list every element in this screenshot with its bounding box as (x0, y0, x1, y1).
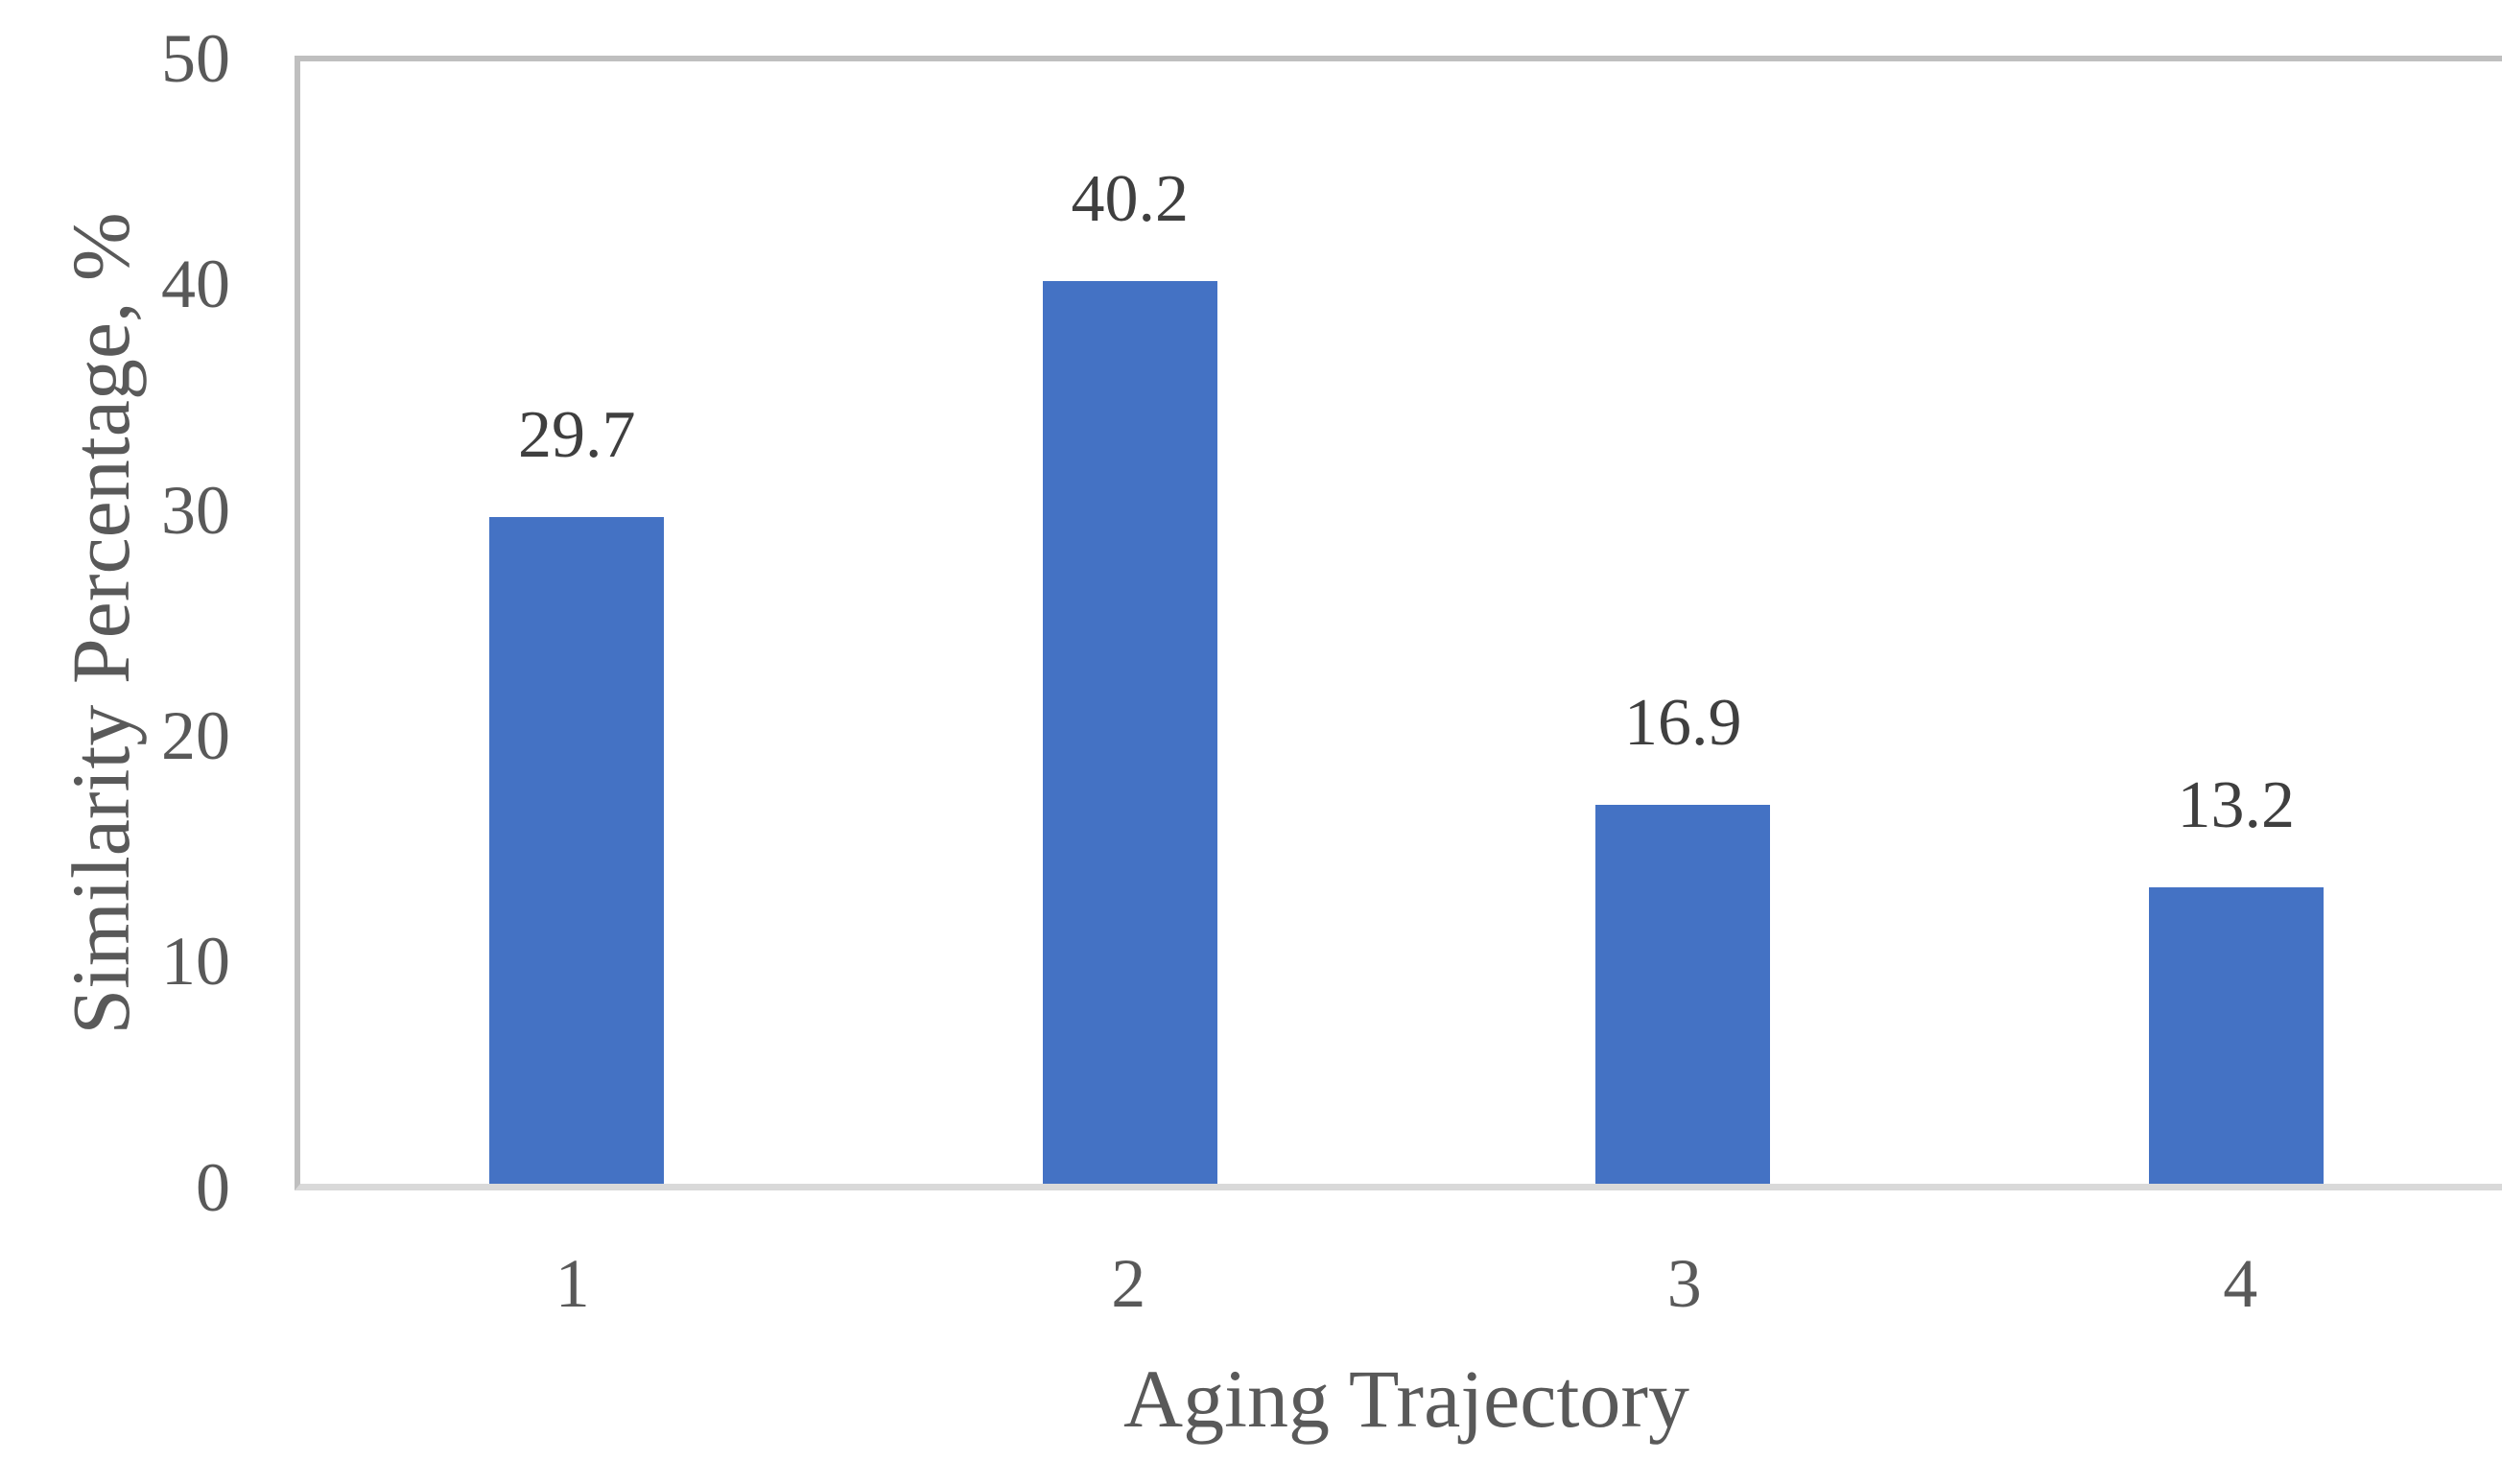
bar-category-2 (1042, 281, 1217, 1184)
y-tick-label-30: 30 (161, 471, 230, 549)
bar-category-1 (489, 517, 665, 1184)
y-tick-label-50: 50 (161, 20, 230, 97)
x-tick-label-4: 4 (2223, 1245, 2258, 1322)
y-axis-ticks: 0 10 20 30 40 50 (38, 15, 230, 1469)
x-axis-ticks: 1 2 3 4 (295, 1245, 2502, 1322)
data-label-category-1: 29.7 (518, 398, 636, 473)
y-tick-label-10: 10 (161, 923, 230, 1001)
x-tick-label-1: 1 (555, 1245, 590, 1322)
plot-area: 29.7 40.2 16.9 13.2 (295, 56, 2502, 1190)
data-label-category-4: 13.2 (2177, 768, 2296, 843)
bar-chart: Similarity Percentage, % 0 10 20 30 40 50 29.… (38, 15, 2502, 1469)
y-tick-label-40: 40 (161, 246, 230, 323)
y-tick-label-20: 20 (161, 696, 230, 774)
bar-category-3 (1595, 804, 1771, 1184)
data-label-category-3: 16.9 (1624, 685, 1742, 760)
bar-category-4 (2148, 887, 2324, 1184)
y-tick-label-0: 0 (196, 1148, 230, 1226)
x-tick-label-3: 3 (1666, 1245, 1702, 1322)
data-label-category-2: 40.2 (1071, 162, 1190, 237)
x-axis-title: Aging Trajectory (1122, 1353, 1690, 1445)
x-tick-label-2: 2 (1111, 1245, 1146, 1322)
